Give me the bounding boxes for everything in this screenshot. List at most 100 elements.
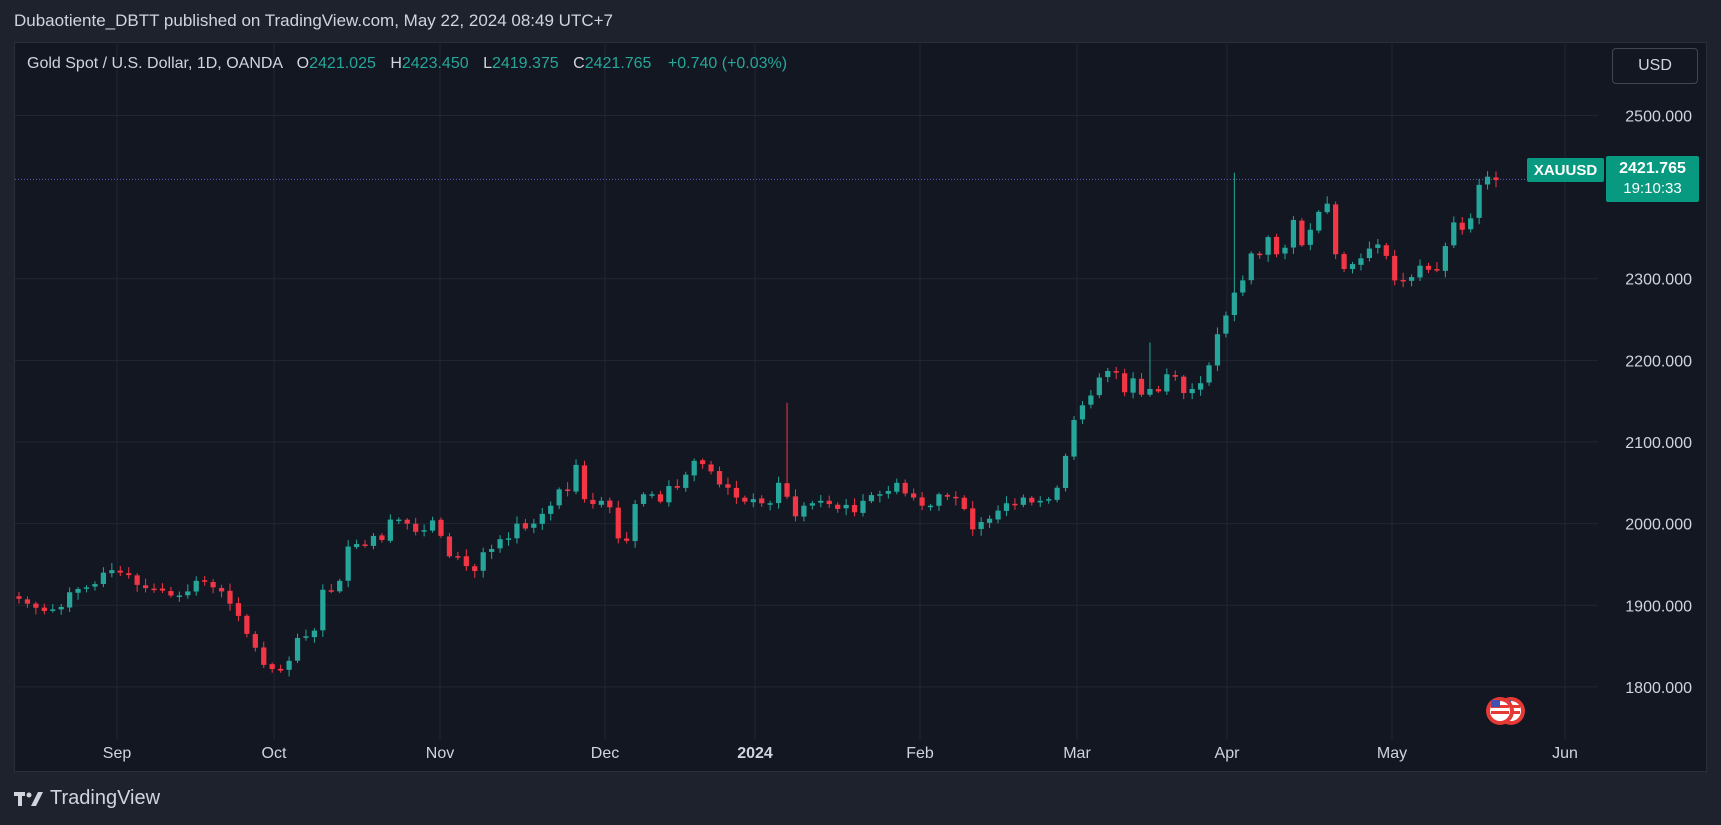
candle [995, 505, 1001, 524]
candle [919, 491, 925, 511]
tradingview-brand[interactable]: TradingView [14, 787, 160, 810]
time-axis[interactable]: Sep Oct Nov Dec 2024 Feb Mar Apr May Jun [103, 745, 1578, 762]
candle [1046, 497, 1052, 504]
candle [649, 491, 655, 499]
candle [1493, 171, 1499, 188]
time-tick-label: May [1377, 745, 1407, 762]
candle [227, 583, 233, 611]
candle [33, 601, 39, 615]
candle [176, 591, 182, 602]
price-tick-label: 1800.000 [1625, 680, 1692, 697]
candle [1299, 218, 1305, 247]
candle [294, 633, 301, 664]
candle [353, 539, 360, 550]
candle [615, 500, 621, 544]
candle [438, 517, 444, 538]
candle [387, 514, 393, 543]
candle [1096, 373, 1102, 399]
candle [911, 488, 917, 501]
candle [151, 583, 157, 593]
candle [244, 614, 250, 638]
candle [759, 495, 765, 507]
candle [505, 532, 512, 546]
us-flag-event-icon[interactable] [1486, 697, 1514, 725]
candle [1062, 453, 1069, 492]
candle [978, 517, 984, 536]
candle [1425, 262, 1432, 274]
candle [1375, 239, 1381, 254]
candle [286, 656, 292, 677]
candle [269, 662, 275, 673]
candle [1122, 368, 1128, 397]
candle [1366, 241, 1373, 262]
candle [1147, 342, 1153, 397]
candle [1020, 494, 1026, 508]
open-label: O [296, 55, 310, 72]
tradingview-logo-icon [14, 791, 43, 806]
candle [700, 458, 706, 469]
candle [117, 565, 123, 577]
candle [1257, 251, 1263, 259]
candle [1240, 275, 1246, 297]
candle [809, 500, 815, 510]
candle [1265, 235, 1271, 262]
candle [168, 586, 174, 598]
candle [1197, 376, 1204, 396]
candle [126, 567, 132, 579]
time-tick-label: Sep [103, 745, 132, 762]
candle [75, 587, 81, 600]
candle [472, 563, 478, 578]
candle [548, 501, 554, 521]
candle [1316, 210, 1322, 234]
candle [1054, 485, 1060, 503]
candle [1003, 496, 1010, 516]
candle [716, 466, 723, 488]
candle [953, 491, 959, 506]
candle [463, 549, 469, 571]
candle [564, 482, 571, 497]
candle [404, 518, 410, 530]
price-tick-label: 1900.000 [1625, 598, 1692, 615]
economic-events[interactable] [1486, 697, 1525, 725]
candle [1417, 259, 1423, 282]
candle [1037, 496, 1043, 508]
candle [936, 492, 942, 511]
candle [303, 629, 309, 641]
candle [345, 540, 351, 588]
symbol-title[interactable]: Gold Spot / U.S. Dollar, 1D, OANDA [27, 55, 283, 72]
candle [1105, 367, 1111, 383]
candle [1392, 249, 1398, 286]
currency-button[interactable]: USD [1612, 48, 1698, 84]
candle [92, 581, 98, 591]
candle [100, 567, 107, 588]
candle [598, 496, 604, 508]
last-price-tag: 2421.765 19:10:33 [1606, 156, 1699, 202]
time-tick-label: Oct [262, 745, 287, 762]
change-value: +0.740 (+0.03%) [667, 55, 788, 72]
candle [337, 578, 343, 594]
candle [1383, 242, 1389, 260]
high-label: H [390, 55, 402, 72]
candle [83, 585, 90, 593]
candle [202, 576, 208, 586]
candle [489, 544, 495, 560]
candle [970, 501, 976, 536]
price-tick-label: 2100.000 [1625, 435, 1692, 452]
candle [1400, 272, 1406, 288]
candle [1282, 244, 1288, 260]
candle [370, 532, 377, 550]
candle [497, 535, 503, 553]
price-axis[interactable]: 2500.000 2300.000 2200.000 2100.000 2000.000… [1625, 108, 1692, 696]
candle [775, 476, 782, 509]
candle [666, 480, 672, 507]
candle [278, 664, 284, 673]
candle [1459, 217, 1465, 235]
candle [413, 517, 419, 536]
candle [159, 583, 166, 594]
publish-caption: Dubaotiente_DBTT published on TradingVie… [14, 11, 613, 30]
candle [961, 495, 967, 511]
time-tick-label: Mar [1063, 745, 1091, 762]
candles [16, 171, 1499, 677]
candle [446, 533, 453, 559]
